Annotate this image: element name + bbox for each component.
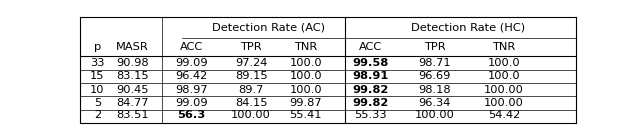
Text: 100.0: 100.0: [289, 58, 322, 68]
Text: 100.0: 100.0: [488, 58, 520, 68]
Text: 97.24: 97.24: [235, 58, 268, 68]
Text: 100.0: 100.0: [289, 85, 322, 95]
Text: 99.87: 99.87: [289, 98, 322, 108]
Text: Detection Rate (HC): Detection Rate (HC): [411, 22, 525, 32]
Text: 100.00: 100.00: [484, 85, 524, 95]
Text: MASR: MASR: [116, 42, 148, 52]
Text: 84.77: 84.77: [116, 98, 148, 108]
Text: 100.00: 100.00: [484, 98, 524, 108]
Text: 54.42: 54.42: [488, 110, 520, 120]
Text: 98.91: 98.91: [352, 71, 388, 81]
Text: 89.15: 89.15: [235, 71, 268, 81]
Text: 56.3: 56.3: [177, 110, 205, 120]
Text: 55.33: 55.33: [354, 110, 387, 120]
Text: TPR: TPR: [240, 42, 262, 52]
Text: 2: 2: [94, 110, 101, 120]
Text: 99.09: 99.09: [175, 98, 208, 108]
Text: TPR: TPR: [424, 42, 445, 52]
Text: ACC: ACC: [180, 42, 204, 52]
Text: 99.82: 99.82: [352, 85, 388, 95]
Text: 10: 10: [90, 85, 104, 95]
Text: 96.34: 96.34: [419, 98, 451, 108]
Text: 100.0: 100.0: [289, 71, 322, 81]
Text: 96.69: 96.69: [419, 71, 451, 81]
Text: 89.7: 89.7: [239, 85, 264, 95]
Text: 5: 5: [93, 98, 101, 108]
Text: ACC: ACC: [358, 42, 382, 52]
Text: TNR: TNR: [492, 42, 516, 52]
Text: 99.82: 99.82: [352, 98, 388, 108]
Text: Detection Rate (AC): Detection Rate (AC): [212, 22, 325, 32]
Text: 15: 15: [90, 71, 104, 81]
Text: TNR: TNR: [294, 42, 317, 52]
Text: 55.41: 55.41: [289, 110, 322, 120]
Text: 83.51: 83.51: [116, 110, 148, 120]
Text: 33: 33: [90, 58, 104, 68]
Text: 100.00: 100.00: [415, 110, 454, 120]
Text: 100.0: 100.0: [488, 71, 520, 81]
Text: p: p: [93, 42, 101, 52]
Text: 96.42: 96.42: [175, 71, 208, 81]
Text: 90.45: 90.45: [116, 85, 148, 95]
Text: 99.58: 99.58: [352, 58, 388, 68]
Text: 98.97: 98.97: [175, 85, 208, 95]
Text: 98.71: 98.71: [419, 58, 451, 68]
Text: 90.98: 90.98: [116, 58, 148, 68]
Text: 84.15: 84.15: [235, 98, 268, 108]
Text: 99.09: 99.09: [175, 58, 208, 68]
Text: 100.00: 100.00: [231, 110, 271, 120]
Text: 98.18: 98.18: [419, 85, 451, 95]
Text: 83.15: 83.15: [116, 71, 148, 81]
